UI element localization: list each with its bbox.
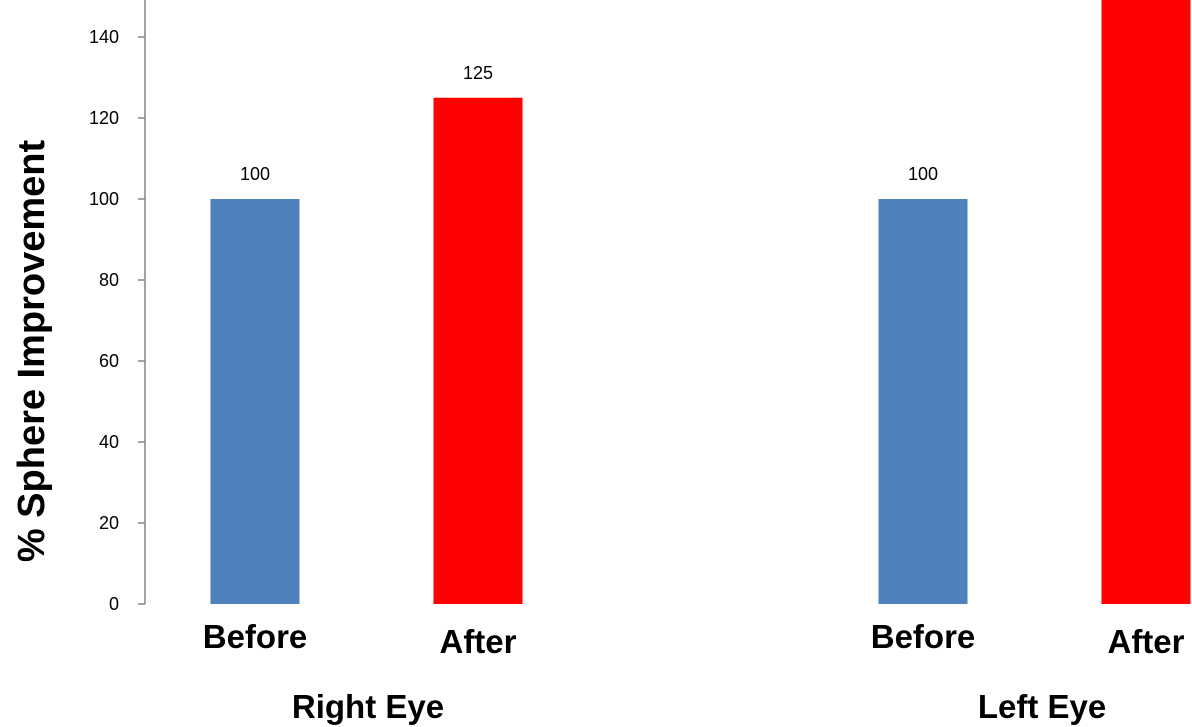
y-tick-label: 140	[89, 27, 119, 47]
y-tick-label: 120	[89, 108, 119, 128]
y-axis-title: % Sphere Improvement	[11, 139, 53, 562]
bar-right-eye-before	[210, 199, 300, 604]
bar-right-eye-after	[433, 97, 523, 604]
y-tick-label: 100	[89, 189, 119, 209]
category-label: Before	[871, 618, 976, 655]
y-tick-label: 80	[99, 270, 119, 290]
bar-left-eye-before	[878, 199, 968, 604]
y-tick-label: 60	[99, 351, 119, 371]
category-label: Before	[203, 618, 308, 655]
labels: 100 Before 125 After Right Eye 100 Before After…	[203, 63, 1185, 725]
data-label: 100	[908, 164, 938, 184]
group-label: Left Eye	[978, 688, 1106, 725]
group-label: Right Eye	[292, 688, 444, 725]
data-label: 100	[240, 164, 270, 184]
y-tick-label: 0	[109, 594, 119, 614]
y-axis: 0 20 40 60 80 100 120 140	[89, 0, 146, 614]
category-label: After	[439, 623, 516, 660]
data-label: 125	[463, 63, 493, 83]
y-tick-label: 40	[99, 432, 119, 452]
y-tick-label: 20	[99, 513, 119, 533]
category-label: After	[1107, 623, 1184, 660]
bars	[210, 0, 1191, 604]
bar-left-eye-after	[1101, 0, 1191, 604]
